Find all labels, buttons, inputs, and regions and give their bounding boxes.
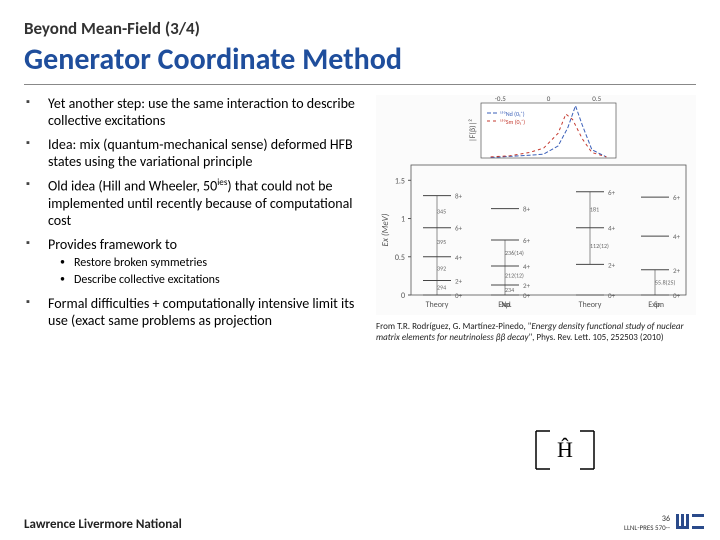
svg-text:8+: 8+	[455, 192, 463, 201]
svg-text:Sm: Sm	[654, 300, 664, 310]
svg-text:0+: 0+	[608, 291, 616, 300]
svg-text:395: 395	[437, 238, 446, 246]
svg-text:2+: 2+	[455, 276, 463, 285]
svg-text:8+: 8+	[523, 205, 531, 214]
svg-text:392: 392	[437, 265, 446, 273]
svg-text:236(14): 236(14)	[505, 249, 524, 257]
svg-text:4+: 4+	[523, 262, 531, 271]
svg-text:Theory: Theory	[579, 300, 602, 310]
svg-text:0: 0	[547, 95, 551, 103]
svg-text:¹⁵⁰Nd (0₁⁺): ¹⁵⁰Nd (0₁⁺)	[500, 110, 525, 118]
left-column: Yet another step: use the same interacti…	[24, 95, 366, 344]
svg-text:0+: 0+	[673, 291, 681, 300]
svg-text:4+: 4+	[455, 253, 463, 262]
svg-text:0: 0	[401, 291, 405, 301]
superscript: ies	[217, 177, 227, 188]
svg-text:181: 181	[590, 206, 599, 214]
svg-text:55.8(25): 55.8(25)	[655, 278, 676, 286]
bullet-list: Yet another step: use the same interacti…	[24, 95, 366, 329]
svg-text:294: 294	[437, 284, 446, 292]
hamiltonian-symbol: Ĥ	[557, 437, 573, 462]
document-id: LLNL-PRES 570--	[624, 523, 670, 532]
svg-text:2+: 2+	[608, 260, 616, 269]
bullet-item: Yet another step: use the same interacti…	[38, 95, 366, 129]
slide-title: Generator Coordinate Method	[24, 41, 696, 78]
svg-text:112(12): 112(12)	[590, 242, 609, 250]
figure-caption: From T.R. Rodríguez, G. Martínez-Pinedo,…	[376, 321, 696, 344]
svg-text:|F(β)|²: |F(β)|²	[468, 119, 478, 142]
lab-logo-icon	[676, 511, 704, 534]
body: Yet another step: use the same interacti…	[24, 95, 696, 344]
chart-svg: 00.511.5Ex (MeV)0+2+4+6+8+ 294 392 395 3…	[376, 95, 696, 315]
footer-org: Lawrence Livermore National	[24, 517, 182, 532]
svg-text:Nd: Nd	[501, 300, 510, 310]
caption-suffix: ", Phys. Rev. Lett. 105, 252503 (2010)	[529, 332, 664, 343]
svg-text:-0.5: -0.5	[495, 95, 506, 103]
svg-text:345: 345	[437, 208, 446, 216]
svg-text:0+: 0+	[523, 291, 531, 300]
right-column: 00.511.5Ex (MeV)0+2+4+6+8+ 294 392 395 3…	[376, 95, 696, 344]
svg-text:Ex (MeV): Ex (MeV)	[380, 213, 391, 246]
bullet-item: Idea: mix (quantum-mechanical sense) def…	[38, 136, 366, 170]
bullet-item: Formal difficulties + computationally in…	[38, 295, 366, 329]
level-scheme-figure: 00.511.5Ex (MeV)0+2+4+6+8+ 294 392 395 3…	[376, 95, 696, 315]
svg-text:0.5: 0.5	[395, 253, 405, 263]
slide-subtitle: Beyond Mean-Field (3/4)	[24, 18, 696, 39]
svg-text:2+: 2+	[673, 266, 681, 275]
bullet-item: Old idea (Hill and Wheeler, 50ies) that …	[38, 177, 366, 229]
svg-text:0+: 0+	[455, 291, 463, 300]
svg-text:6+: 6+	[673, 193, 681, 202]
sub-bullet: Restore broken symmetries	[66, 256, 366, 271]
slide: Beyond Mean-Field (3/4) Generator Coordi…	[0, 0, 720, 540]
svg-text:2+: 2+	[523, 281, 531, 290]
title-rule	[24, 84, 696, 85]
svg-text:1.5: 1.5	[395, 176, 405, 186]
svg-text:4+: 4+	[673, 232, 681, 241]
caption-prefix: From T.R. Rodríguez, G. Martínez-Pinedo,…	[376, 321, 531, 332]
hamiltonian-svg: Ĥ	[530, 425, 600, 475]
sub-list: Restore broken symmetries Describe collec…	[48, 256, 366, 288]
svg-text:212(12): 212(12)	[505, 272, 524, 280]
sub-bullet: Describe collective excitations	[66, 273, 366, 288]
svg-text:¹⁵⁰Sm (0₁⁺): ¹⁵⁰Sm (0₁⁺)	[500, 118, 525, 126]
hamiltonian-box: Ĥ	[530, 425, 600, 480]
bullet-item: Provides framework toRestore broken symm…	[38, 236, 366, 288]
svg-text:4+: 4+	[608, 224, 616, 233]
svg-text:Theory: Theory	[426, 300, 449, 310]
svg-text:6+: 6+	[455, 224, 463, 233]
svg-text:6+: 6+	[608, 188, 616, 197]
svg-text:1: 1	[401, 215, 405, 225]
svg-text:0.5: 0.5	[592, 95, 601, 103]
svg-text:6+: 6+	[523, 236, 531, 245]
svg-text:234: 234	[505, 286, 514, 294]
